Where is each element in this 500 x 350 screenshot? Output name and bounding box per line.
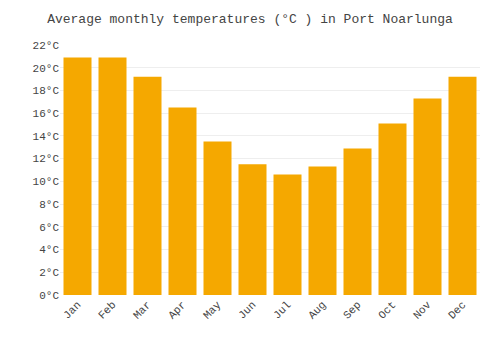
svg-text:Nov: Nov bbox=[411, 299, 434, 322]
svg-text:8°C: 8°C bbox=[39, 199, 59, 211]
svg-text:2°C: 2°C bbox=[39, 267, 59, 279]
svg-text:Oct: Oct bbox=[376, 299, 398, 321]
svg-text:Average monthly temperatures (: Average monthly temperatures (°C ) in Po… bbox=[47, 12, 453, 27]
svg-text:4°C: 4°C bbox=[39, 244, 59, 256]
svg-text:May: May bbox=[201, 299, 224, 322]
svg-text:Jul: Jul bbox=[271, 299, 293, 321]
svg-text:Aug: Aug bbox=[306, 299, 328, 321]
svg-text:Mar: Mar bbox=[131, 299, 153, 321]
svg-text:6°C: 6°C bbox=[39, 222, 59, 234]
svg-text:Dec: Dec bbox=[446, 299, 468, 321]
svg-text:18°C: 18°C bbox=[33, 85, 60, 97]
svg-text:Sep: Sep bbox=[341, 299, 363, 321]
svg-text:Jan: Jan bbox=[61, 299, 83, 321]
svg-text:0°C: 0°C bbox=[39, 290, 59, 302]
svg-text:16°C: 16°C bbox=[33, 108, 60, 120]
svg-text:22°C: 22°C bbox=[33, 40, 60, 52]
svg-text:Feb: Feb bbox=[96, 299, 118, 321]
svg-text:14°C: 14°C bbox=[33, 131, 60, 143]
svg-text:Jun: Jun bbox=[236, 299, 258, 321]
svg-text:20°C: 20°C bbox=[33, 63, 60, 75]
svg-text:12°C: 12°C bbox=[33, 153, 60, 165]
svg-text:Apr: Apr bbox=[166, 299, 188, 321]
svg-text:10°C: 10°C bbox=[33, 176, 60, 188]
